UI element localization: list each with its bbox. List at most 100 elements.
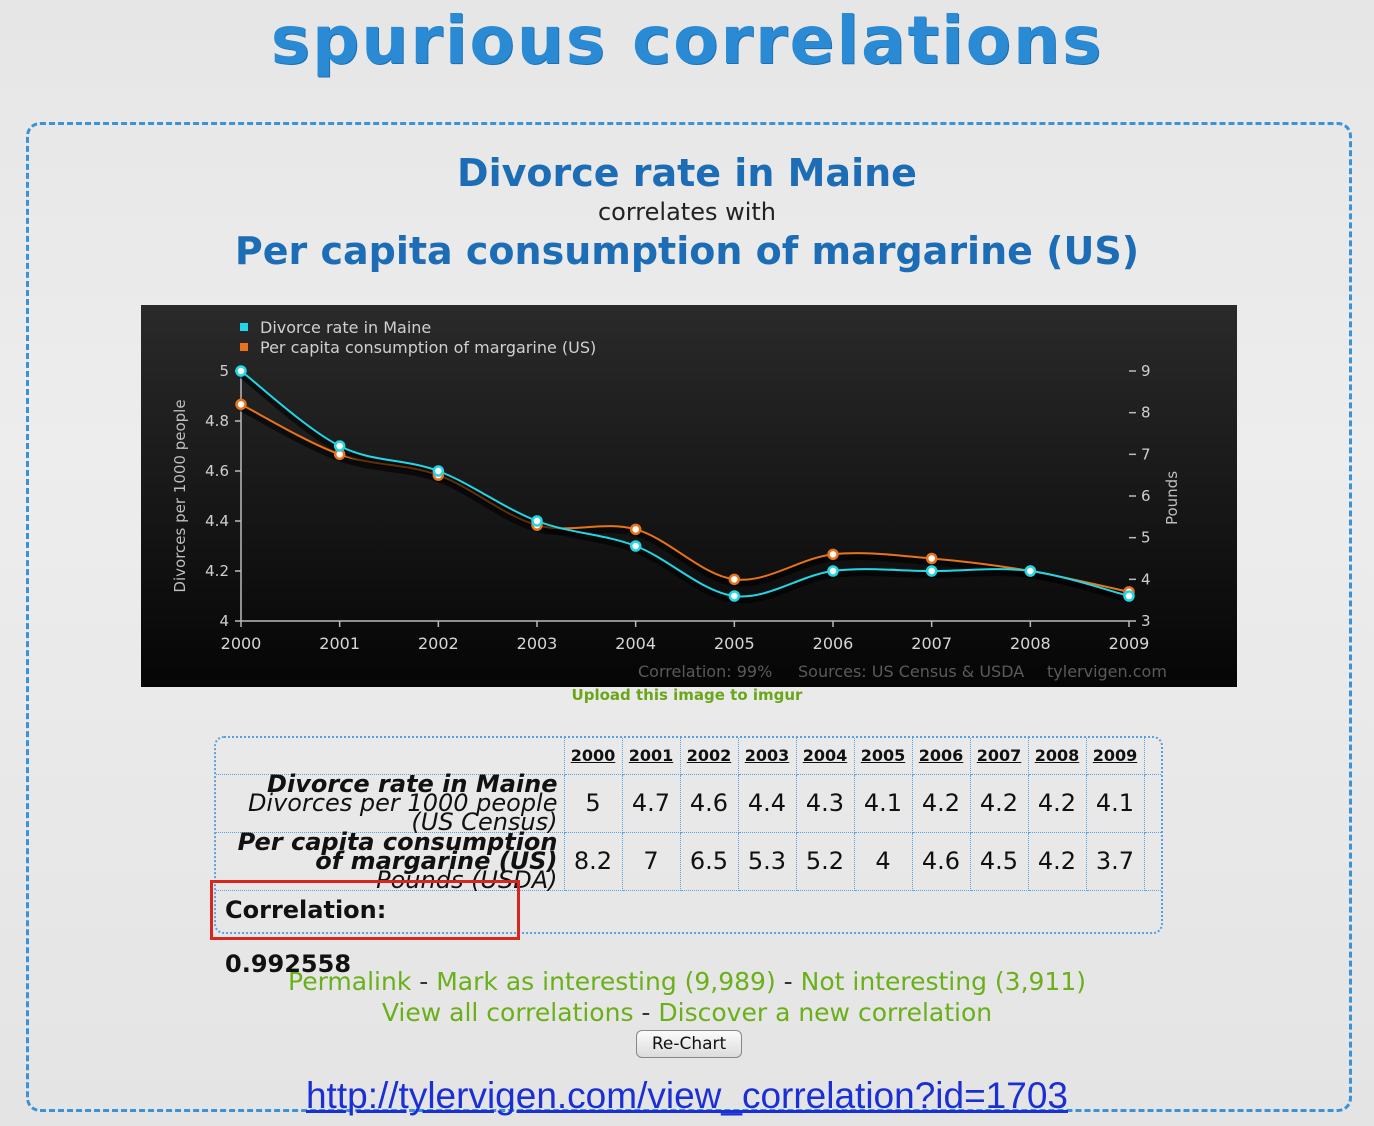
y-right-tick-label: 5 bbox=[1141, 529, 1151, 547]
year-header[interactable]: 2007 bbox=[969, 738, 1029, 775]
year-header[interactable]: 2001 bbox=[621, 738, 681, 775]
year-header[interactable]: 2008 bbox=[1027, 738, 1087, 775]
action-links-row2: View all correlations - Discover a new c… bbox=[0, 997, 1374, 1029]
y-axis-right-label: Pounds bbox=[1163, 471, 1181, 525]
y-left-tick-label: 4 bbox=[219, 612, 229, 630]
y-left-tick-label: 4.4 bbox=[205, 512, 229, 530]
divorce-point bbox=[629, 540, 642, 552]
x-tick-label: 2003 bbox=[517, 634, 558, 653]
y-left-tick-label: 4.8 bbox=[205, 412, 229, 430]
y-left-tick-label: 5 bbox=[219, 362, 229, 380]
year-header[interactable]: 2009 bbox=[1085, 738, 1145, 775]
link-separator: - bbox=[633, 998, 659, 1027]
divorce-point bbox=[235, 365, 247, 377]
correlation-chart: Divorce rate in Maine Per capita consump… bbox=[141, 305, 1237, 687]
year-header[interactable]: 2006 bbox=[911, 738, 971, 775]
table-cell: 4.7 bbox=[621, 773, 681, 833]
legend-label-margarine: Per capita consumption of margarine (US) bbox=[260, 338, 596, 357]
y-left-tick-label: 4.2 bbox=[205, 562, 229, 580]
data-grid: 2000 2001 2002 2003 2004 2005 2006 2007 … bbox=[216, 738, 1161, 892]
y-right-tick-label: 7 bbox=[1141, 445, 1151, 463]
content-frame bbox=[26, 122, 1352, 1112]
chart-points bbox=[235, 365, 1135, 602]
y-right-tick-label: 9 bbox=[1141, 362, 1151, 380]
not-interesting-link[interactable]: Not interesting (3,911) bbox=[800, 967, 1086, 996]
view-all-correlations-link[interactable]: View all correlations bbox=[381, 998, 634, 1027]
legend-swatch-divorce bbox=[240, 323, 248, 331]
year-header[interactable]: 2005 bbox=[853, 738, 913, 775]
table-cell: 4.6 bbox=[911, 831, 971, 891]
row-title: Divorce rate in Maine bbox=[267, 769, 558, 798]
year-header[interactable]: 2000 bbox=[563, 738, 623, 775]
y-right-tick-label: 4 bbox=[1141, 570, 1151, 588]
x-tick-label: 2001 bbox=[319, 634, 360, 653]
data-table: 2000 2001 2002 2003 2004 2005 2006 2007 … bbox=[214, 736, 1163, 934]
chart-lines bbox=[239, 370, 1130, 604]
table-cell: 4.3 bbox=[795, 773, 855, 833]
table-cell: 4.2 bbox=[969, 773, 1029, 833]
legend-swatch-margarine bbox=[240, 343, 248, 351]
margarine-point bbox=[629, 523, 642, 536]
upload-imgur-link[interactable]: Upload this image to imgur bbox=[571, 686, 803, 704]
correlates-with-text: correlates with bbox=[597, 198, 777, 226]
table-cell: 4.1 bbox=[853, 773, 913, 833]
divorce-line bbox=[240, 370, 1130, 598]
chart-svg: Divorce rate in Maine Per capita consump… bbox=[141, 305, 1237, 687]
series2-title: Per capita consumption of margarine (US) bbox=[234, 229, 1140, 273]
divorce-point bbox=[333, 440, 346, 452]
link-separator: - bbox=[411, 967, 437, 996]
mark-interesting-link[interactable]: Mark as interesting (9,989) bbox=[436, 967, 776, 996]
margarine-point bbox=[925, 552, 938, 565]
year-header[interactable]: 2004 bbox=[795, 738, 855, 775]
link-separator: - bbox=[775, 967, 801, 996]
chart-footer-site: tylervigen.com bbox=[1047, 662, 1167, 681]
table-cell: 8.2 bbox=[563, 831, 623, 891]
table-cell: 5 bbox=[563, 773, 623, 833]
site-logo[interactable]: spurious correlations bbox=[270, 2, 1104, 79]
table-cell: 4.2 bbox=[911, 773, 971, 833]
margarine-point bbox=[728, 573, 741, 586]
divorce-point bbox=[728, 590, 741, 602]
year-header[interactable]: 2003 bbox=[737, 738, 797, 775]
table-cell: 4.4 bbox=[737, 773, 797, 833]
x-tick-label: 2008 bbox=[1010, 634, 1051, 653]
y-right-tick-label: 8 bbox=[1141, 404, 1151, 422]
year-header[interactable]: 2002 bbox=[679, 738, 739, 775]
table-cell: 4 bbox=[853, 831, 913, 891]
divorce-point bbox=[1024, 565, 1037, 577]
row-label-divorce: Divorce rate in Maine Divorces per 1000 p… bbox=[216, 772, 565, 834]
table-row-margarine: Per capita consumption of margarine (US)… bbox=[216, 830, 1161, 892]
x-tick-label: 2007 bbox=[911, 634, 952, 653]
table-spacer bbox=[1143, 738, 1161, 775]
chart-footer-sources: Sources: US Census & USDA bbox=[798, 662, 1024, 681]
x-tick-label: 2004 bbox=[615, 634, 656, 653]
y-right-tick-label: 3 bbox=[1141, 612, 1151, 630]
divorce-point bbox=[531, 515, 543, 527]
margarine-point bbox=[235, 398, 247, 411]
divorce-point bbox=[1123, 590, 1135, 602]
row-subtitle: Divorces per 1000 people (US Census) bbox=[247, 788, 558, 836]
rechart-button[interactable]: Re-Chart bbox=[636, 1030, 742, 1058]
permalink-url[interactable]: http://tylervigen.com/view_correlation?i… bbox=[305, 1075, 1068, 1116]
divorce-point bbox=[827, 565, 839, 577]
action-links-row1: Permalink - Mark as interesting (9,989) … bbox=[0, 966, 1374, 998]
table-cell: 3.7 bbox=[1085, 831, 1145, 891]
discover-correlation-link[interactable]: Discover a new correlation bbox=[658, 998, 993, 1027]
correlation-value: Correlation: 0.992558 bbox=[210, 880, 520, 978]
series-shadow bbox=[239, 372, 1130, 604]
permalink-link[interactable]: Permalink bbox=[288, 967, 412, 996]
y-right-tick-label: 6 bbox=[1141, 487, 1151, 505]
table-cell: 4.5 bbox=[969, 831, 1029, 891]
x-tick-label: 2000 bbox=[221, 634, 262, 653]
series1-title: Divorce rate in Maine bbox=[457, 151, 917, 195]
x-tick-label: 2002 bbox=[418, 634, 459, 653]
table-cell: 4.2 bbox=[1027, 773, 1087, 833]
legend-label-divorce: Divorce rate in Maine bbox=[260, 318, 431, 337]
x-tick-label: 2009 bbox=[1109, 634, 1150, 653]
table-cell: 7 bbox=[621, 831, 681, 891]
series-shadow bbox=[239, 405, 1130, 599]
table-cell: 5.3 bbox=[737, 831, 797, 891]
x-tick-label: 2005 bbox=[714, 634, 755, 653]
row-subtitle: Pounds (USDA) bbox=[376, 865, 558, 894]
table-header-row: 2000 2001 2002 2003 2004 2005 2006 2007 … bbox=[216, 738, 1161, 775]
